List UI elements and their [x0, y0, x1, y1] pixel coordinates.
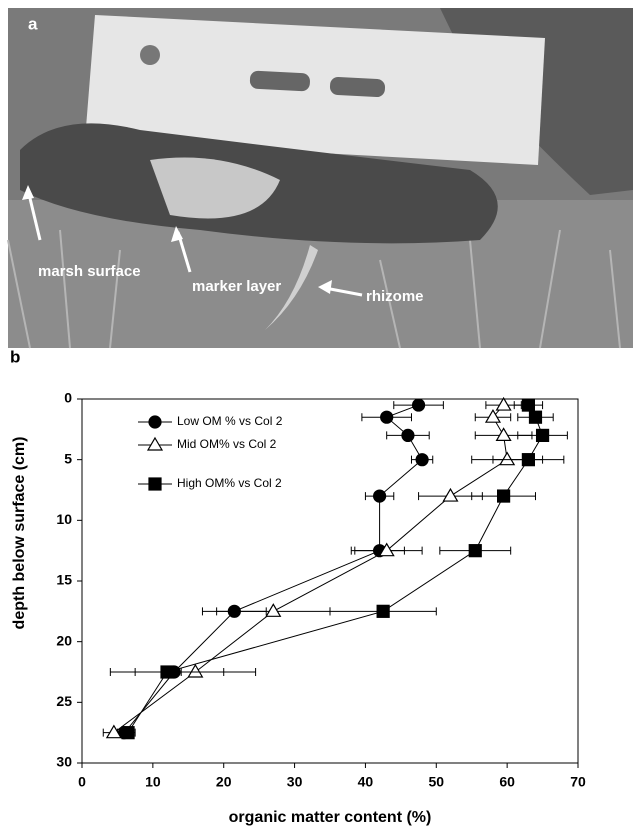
- legend-label: Low OM % vs Col 2: [177, 414, 283, 428]
- x-axis-title: organic matter content (%): [229, 809, 432, 826]
- x-tick-label: 20: [216, 774, 232, 790]
- marker: [105, 724, 122, 739]
- y-tick-label: 15: [56, 572, 72, 588]
- marker: [373, 489, 387, 503]
- marker: [521, 398, 536, 412]
- marker: [380, 410, 394, 424]
- photo-label: rhizome: [366, 288, 424, 305]
- y-tick-label: 25: [56, 693, 72, 709]
- marker: [497, 489, 511, 503]
- marker: [495, 396, 512, 411]
- legend-label: High OM% vs Col 2: [177, 476, 282, 490]
- marker: [535, 428, 550, 442]
- photo: a marsh surface marker layer rhizome: [7, 8, 633, 349]
- marker: [121, 726, 135, 740]
- x-tick-label: 0: [78, 774, 86, 790]
- marker: [495, 427, 512, 441]
- legend-marker: [146, 436, 164, 451]
- marker: [187, 663, 204, 678]
- x-tick-label: 60: [499, 774, 515, 790]
- legend-label: Mid OM% vs Col 2: [177, 437, 277, 451]
- series-line: [124, 404, 423, 733]
- marker: [376, 604, 390, 618]
- marker: [378, 542, 395, 557]
- marker: [499, 451, 516, 466]
- marker: [468, 544, 482, 558]
- marker: [484, 409, 502, 423]
- photo-label: marsh surface: [38, 263, 141, 280]
- x-tick-label: 30: [287, 774, 303, 790]
- panel-label: a: [28, 14, 38, 33]
- y-tick-label: 20: [56, 632, 72, 648]
- marker: [265, 603, 282, 617]
- x-tick-label: 70: [570, 774, 586, 790]
- y-tick-label: 5: [64, 450, 72, 466]
- marker: [528, 410, 543, 424]
- legend-marker: [148, 415, 162, 429]
- y-axis-title: depth below surface (cm): [11, 437, 28, 630]
- photo-label: marker layer: [192, 278, 281, 295]
- marker: [521, 453, 536, 467]
- marker: [411, 398, 426, 412]
- y-tick-label: 10: [56, 511, 72, 527]
- marker: [415, 453, 429, 467]
- panel-label: b: [10, 347, 20, 366]
- x-tick-label: 10: [145, 774, 161, 790]
- legend-marker: [148, 477, 162, 491]
- x-tick-label: 40: [358, 774, 374, 790]
- y-tick-label: 30: [56, 754, 72, 770]
- y-tick-label: 0: [64, 390, 72, 406]
- marker: [160, 665, 174, 679]
- marker: [442, 487, 459, 502]
- marker: [401, 428, 415, 442]
- x-tick-label: 50: [428, 774, 444, 790]
